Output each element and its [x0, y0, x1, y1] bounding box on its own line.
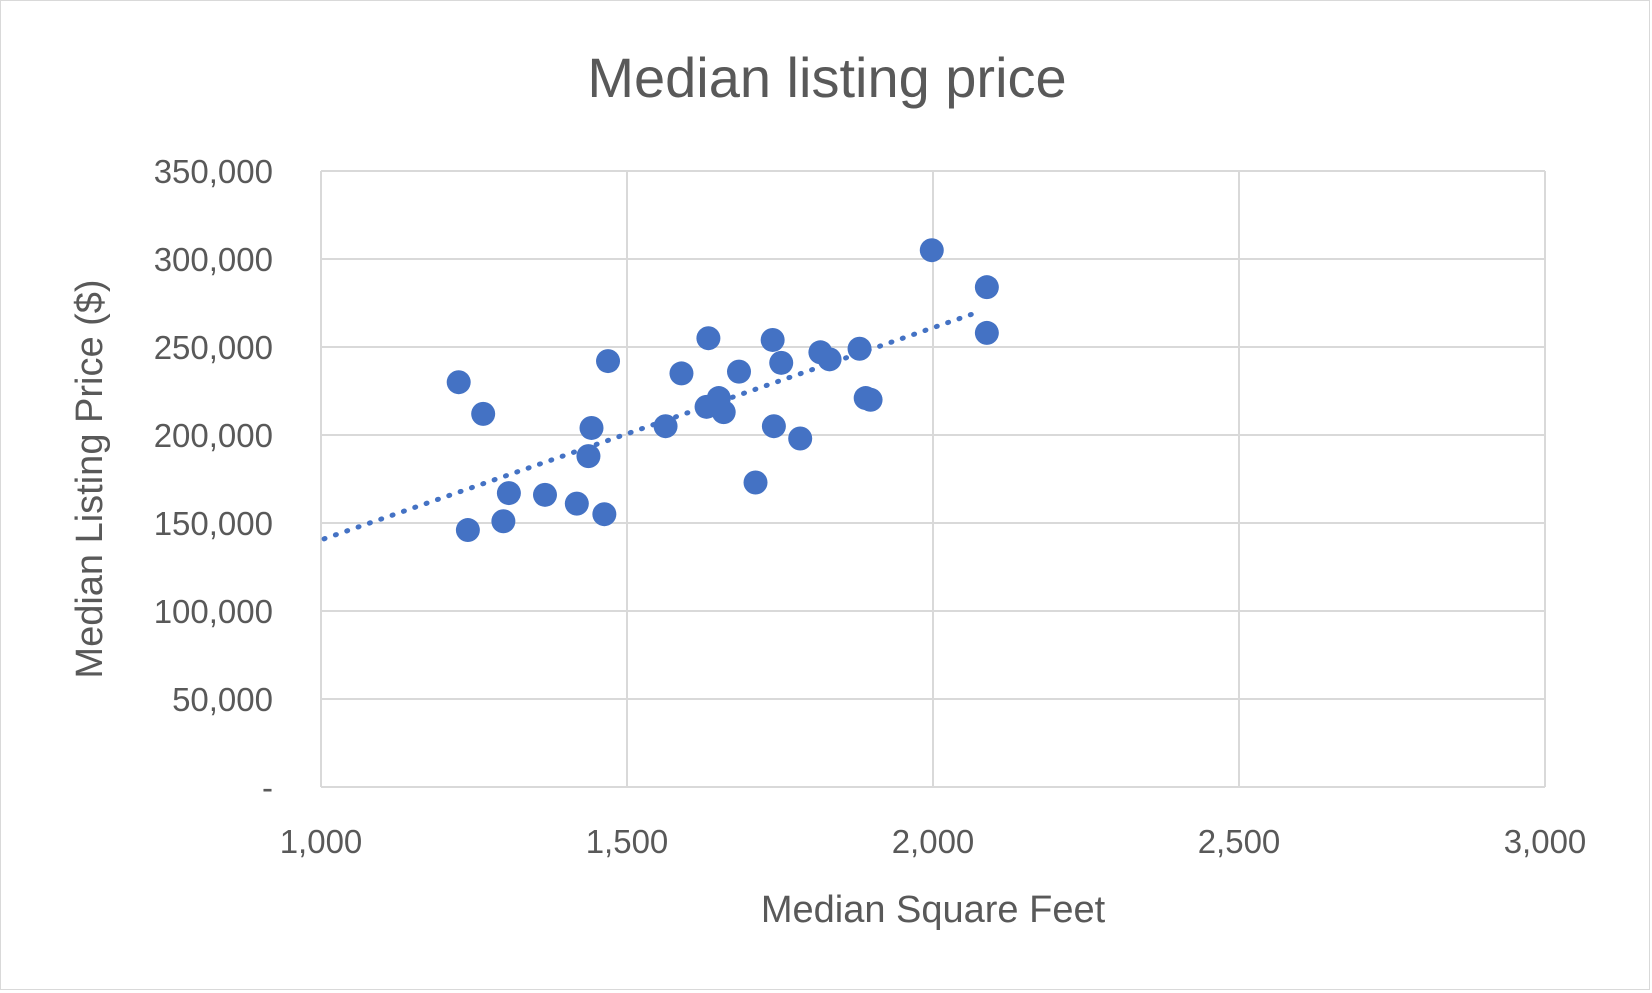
y-tick-label: - [262, 769, 273, 806]
y-tick-label: 300,000 [154, 241, 273, 278]
data-point [743, 470, 768, 495]
data-point [919, 238, 944, 263]
y-tick-label: 350,000 [154, 153, 273, 190]
data-points [446, 238, 999, 543]
x-tick-label: 3,000 [1504, 823, 1587, 860]
data-point [669, 361, 694, 386]
data-point [769, 350, 794, 375]
data-point [596, 349, 621, 374]
data-point [564, 491, 589, 516]
gridlines [320, 170, 1546, 788]
y-tick-label: 250,000 [154, 329, 273, 366]
data-point [726, 359, 751, 384]
data-point [532, 482, 557, 507]
data-point [471, 401, 496, 426]
data-point [974, 320, 999, 345]
y-axis-tick-labels: - 50,000 100,000 150,000 200,000 250,000 300,0… [154, 153, 273, 806]
trendline [321, 309, 982, 542]
data-point [788, 426, 813, 451]
x-tick-label: 1,500 [586, 823, 669, 860]
data-point [974, 275, 999, 300]
y-tick-label: 200,000 [154, 417, 273, 454]
data-point [761, 414, 786, 439]
x-tick-label: 2,000 [892, 823, 975, 860]
y-tick-label: 150,000 [154, 505, 273, 542]
y-axis-title: Median Listing Price ($) [69, 279, 111, 678]
data-point [579, 415, 604, 440]
data-point [592, 502, 617, 527]
x-axis-title: Median Square Feet [761, 889, 1106, 931]
data-point [847, 336, 872, 361]
data-point [653, 414, 678, 439]
data-point [760, 327, 785, 352]
y-tick-label: 50,000 [172, 681, 273, 718]
data-point [446, 370, 471, 395]
chart-title: Median listing price [587, 46, 1066, 109]
x-tick-label: 2,500 [1198, 823, 1281, 860]
data-point [576, 444, 601, 469]
data-point [496, 481, 521, 506]
data-point [455, 518, 480, 543]
data-point [711, 400, 736, 425]
data-point [491, 509, 516, 534]
y-tick-label: 100,000 [154, 593, 273, 630]
x-axis-tick-labels: 1,000 1,500 2,000 2,500 3,000 [280, 823, 1587, 860]
x-tick-label: 1,000 [280, 823, 363, 860]
data-point [858, 387, 883, 412]
data-point [817, 347, 842, 372]
data-point [696, 326, 721, 351]
